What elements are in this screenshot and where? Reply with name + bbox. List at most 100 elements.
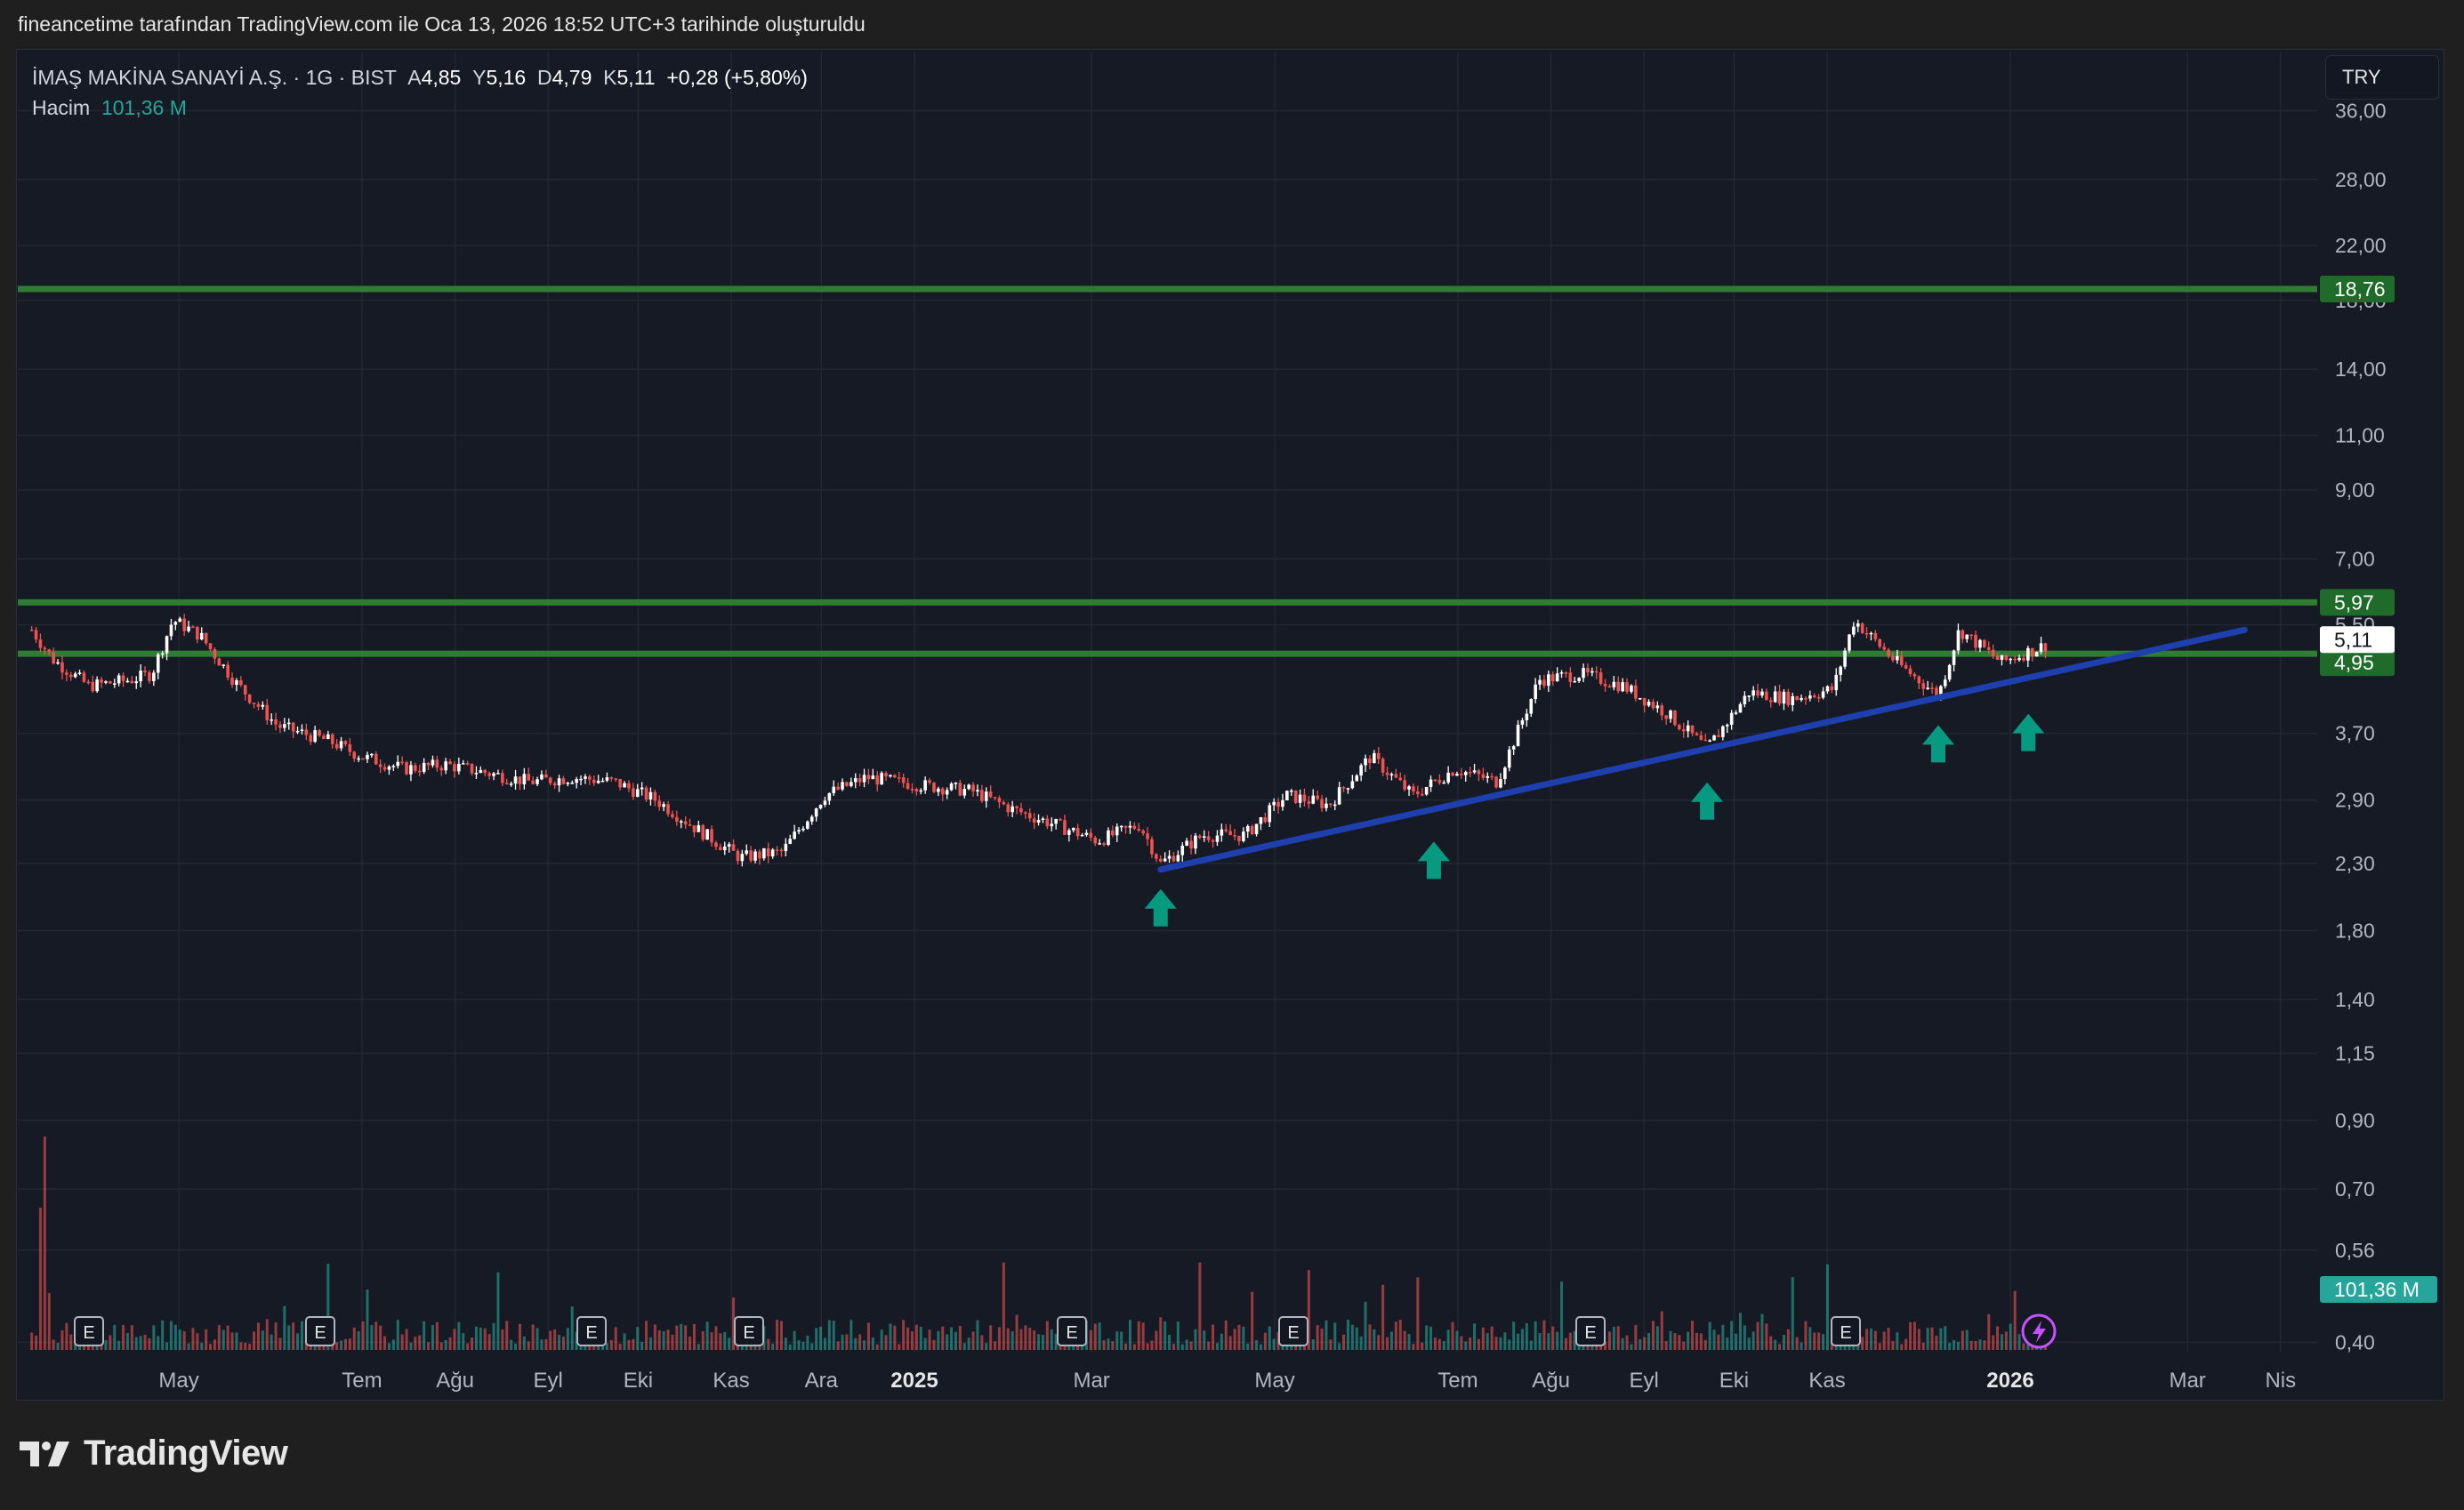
volume-bar bbox=[719, 1333, 722, 1350]
candle-body bbox=[1424, 786, 1429, 795]
candle-body bbox=[134, 681, 139, 684]
candle-body bbox=[1224, 829, 1228, 831]
volume-bar bbox=[553, 1329, 557, 1350]
currency-button[interactable]: TRY bbox=[2325, 55, 2439, 100]
candle-body bbox=[304, 729, 309, 735]
x-tick-label: Eyl bbox=[534, 1369, 563, 1393]
candle-body bbox=[1559, 672, 1564, 674]
volume-bar bbox=[361, 1321, 365, 1350]
volume-bar bbox=[1320, 1328, 1324, 1350]
volume-bar bbox=[1699, 1333, 1703, 1350]
volume-bar bbox=[125, 1333, 129, 1350]
symbol-legend: İMAŞ MAKİNA SANAYİ A.Ş. · 1G · BIST A4,8… bbox=[32, 66, 808, 119]
candle-body bbox=[679, 821, 683, 823]
volume-bar bbox=[1377, 1335, 1381, 1350]
candle-body bbox=[1293, 790, 1298, 803]
volume-bar bbox=[396, 1320, 399, 1350]
candle-body bbox=[1717, 735, 1720, 737]
volume-bar bbox=[182, 1330, 186, 1350]
candle-body bbox=[204, 632, 208, 644]
volume-bar bbox=[374, 1321, 378, 1350]
candle-body bbox=[1520, 719, 1525, 725]
candle-body bbox=[897, 777, 901, 779]
volume-bar bbox=[609, 1339, 613, 1350]
candle-body bbox=[880, 773, 883, 785]
candle-body bbox=[1983, 639, 1986, 647]
candle-body bbox=[884, 773, 888, 776]
volume-bar bbox=[941, 1326, 945, 1350]
candle-body bbox=[770, 849, 775, 856]
candle-body bbox=[286, 722, 291, 725]
volume-bar bbox=[69, 1334, 73, 1350]
candle-body bbox=[901, 777, 906, 783]
volume-bar bbox=[1900, 1344, 1904, 1350]
volume-bar bbox=[1961, 1330, 1964, 1350]
volume-bar bbox=[967, 1337, 970, 1350]
candle-body bbox=[414, 765, 417, 771]
earnings-marker-icon bbox=[1831, 1316, 1861, 1346]
candle-body bbox=[910, 789, 914, 791]
volume-bar bbox=[226, 1325, 229, 1350]
candle-body bbox=[832, 786, 836, 793]
candle-body bbox=[1721, 726, 1725, 737]
volume-bar bbox=[950, 1327, 954, 1350]
candle-body bbox=[1773, 691, 1777, 703]
volume-bar bbox=[880, 1329, 883, 1350]
earnings-marker-label: E bbox=[314, 1323, 326, 1343]
volume-bar bbox=[161, 1320, 165, 1350]
volume-bar bbox=[1425, 1325, 1429, 1350]
volume-bar bbox=[819, 1326, 823, 1350]
volume-bar bbox=[187, 1343, 190, 1350]
volume-bar bbox=[884, 1335, 888, 1350]
volume-bar bbox=[688, 1336, 692, 1350]
earnings-marker-label: E bbox=[1840, 1323, 1851, 1343]
volume-bar bbox=[209, 1344, 213, 1350]
volume-bar bbox=[1782, 1335, 1785, 1350]
candle-body bbox=[60, 662, 64, 673]
volume-bar bbox=[1251, 1291, 1254, 1350]
candle-body bbox=[173, 622, 178, 625]
candle-body bbox=[417, 770, 422, 773]
candle-body bbox=[644, 787, 648, 800]
volume-bar bbox=[1455, 1330, 1459, 1350]
volume-bar bbox=[173, 1324, 177, 1350]
candle-body bbox=[265, 704, 270, 720]
candle-body bbox=[584, 776, 587, 779]
candle-body bbox=[967, 784, 970, 790]
volume-bar bbox=[418, 1335, 422, 1350]
candle-body bbox=[784, 843, 788, 852]
candle-body bbox=[1830, 686, 1834, 691]
volume-bar bbox=[1804, 1321, 1808, 1350]
volume-bar bbox=[471, 1337, 474, 1350]
candle-body bbox=[666, 804, 670, 815]
volume-bar bbox=[1233, 1329, 1236, 1350]
volume-bar bbox=[1019, 1329, 1023, 1350]
candle-body bbox=[400, 761, 404, 764]
earnings-marker-icon bbox=[734, 1316, 764, 1346]
chart-panel[interactable] bbox=[16, 49, 2444, 1401]
y-tick-label: 28,00 bbox=[2335, 168, 2387, 191]
volume-bar bbox=[985, 1343, 988, 1350]
low-value: 4,79 bbox=[552, 66, 592, 89]
candle-body bbox=[1786, 691, 1791, 705]
candle-body bbox=[1947, 664, 1952, 680]
volume-bar bbox=[1490, 1326, 1494, 1350]
candle-body bbox=[588, 776, 592, 780]
candle-body bbox=[256, 703, 261, 707]
volume-bar bbox=[47, 1293, 51, 1350]
volume-bar bbox=[1625, 1335, 1629, 1350]
candle-body bbox=[1738, 703, 1743, 713]
volume-bar bbox=[1508, 1339, 1511, 1350]
candle-body bbox=[1276, 801, 1280, 807]
volume-bar bbox=[1124, 1343, 1128, 1350]
volume-bar bbox=[1865, 1329, 1869, 1350]
volume-bar bbox=[248, 1344, 252, 1350]
volume-bar bbox=[1429, 1326, 1433, 1350]
volume-bar bbox=[1873, 1330, 1877, 1350]
candle-body bbox=[1965, 634, 1969, 639]
candle-body bbox=[509, 783, 513, 785]
candle-body bbox=[444, 761, 447, 771]
up-arrow-icon bbox=[1144, 888, 1177, 927]
candle-body bbox=[391, 766, 396, 767]
